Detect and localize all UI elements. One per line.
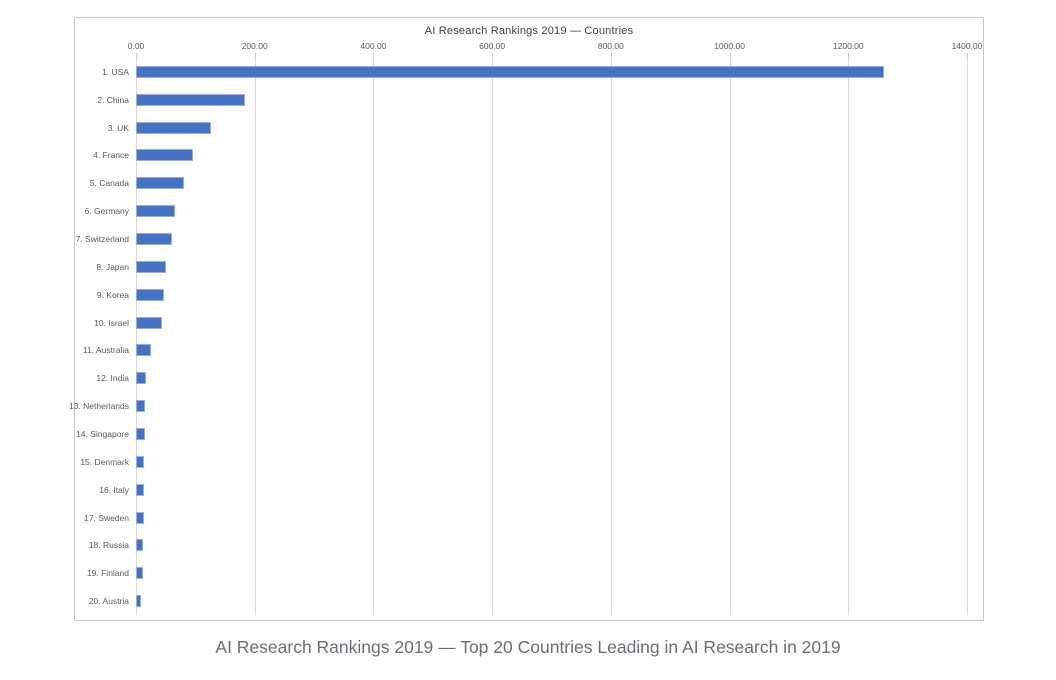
bar [136, 567, 143, 580]
bar-row: 1. USA [102, 58, 967, 86]
bar [136, 595, 142, 608]
gridline [373, 58, 375, 615]
category-label: 3. UK [107, 122, 129, 133]
category-label: 2. China [97, 94, 129, 105]
tick-mark [373, 53, 375, 58]
gridline [610, 58, 612, 615]
bar [136, 539, 144, 552]
bar-row: 9. Korea [97, 281, 967, 309]
bar-row: 12. India [96, 364, 967, 392]
bar [136, 149, 193, 162]
bar [136, 93, 246, 106]
x-tick-label: 1000.00 [714, 41, 745, 51]
bar-row: 6. Germany [85, 197, 967, 225]
bar-row: 14. Singapore [76, 420, 967, 448]
gridline [492, 58, 494, 615]
tick-mark [729, 53, 731, 58]
category-label: 19. Finland [86, 568, 129, 579]
bar-chart: AI Research Rankings 2019 — Countries 0.… [69, 17, 984, 621]
bar [136, 233, 172, 246]
category-label: 17. Sweden [84, 512, 129, 523]
category-label: 15. Denmark [80, 456, 129, 467]
x-axis-tick-marks [136, 53, 968, 58]
category-label: 13. Netherlands [68, 401, 129, 412]
tick-mark [254, 53, 256, 58]
x-tick-label: 200.00 [241, 41, 268, 51]
gridline [254, 58, 256, 615]
gridline [848, 58, 850, 615]
x-axis-tick-labels: 0.00 200.00 400.00 600.00 800.00 1000.00 1200.… [128, 41, 983, 52]
category-label: 11. Australia [82, 345, 129, 356]
tick-mark [848, 53, 850, 58]
category-label: 12. India [96, 373, 129, 384]
bar [136, 260, 167, 273]
bar-row: 15. Denmark [80, 448, 967, 476]
category-label: 1. USA [102, 66, 129, 77]
x-tick-label: 800.00 [597, 41, 624, 51]
bar [136, 400, 146, 413]
bar-row: 19. Finland [87, 559, 967, 587]
bar [136, 288, 165, 301]
bar-row: 4. France [93, 142, 967, 170]
category-label: 8. Japan [96, 261, 129, 272]
category-label: 16. Italy [99, 484, 129, 495]
category-label: 6. Germany [84, 206, 129, 217]
bar [136, 205, 175, 218]
bar-row: 20. Austria [89, 587, 967, 615]
tick-mark [967, 53, 968, 58]
bar [136, 65, 884, 78]
gridline [967, 58, 968, 615]
category-label: 5. Canada [89, 178, 129, 189]
bar [136, 427, 145, 440]
bar-row: 17. Sweden [84, 504, 967, 532]
x-tick-label: 1400.00 [951, 41, 983, 51]
x-tick-label: 400.00 [360, 41, 387, 51]
tick-mark [492, 53, 494, 58]
bar [136, 177, 185, 190]
bar-row: 3. UK [108, 114, 967, 142]
category-label: 10. Israel [94, 317, 129, 328]
bar-row: 18. Russia [89, 531, 967, 559]
bar-row: 13. Netherlands [69, 392, 967, 420]
bar-row: 8. Japan [96, 253, 967, 281]
bar-row: 11. Australia [83, 337, 967, 365]
bar-row: 7. Switzerland [76, 225, 967, 253]
bar [136, 483, 145, 496]
bar-row: 2. China [97, 86, 967, 114]
plot-area: 1. USA 2. China 3. UK 4. France 5. Canada 6. … [69, 58, 968, 615]
bar [136, 316, 163, 329]
gridline [136, 58, 137, 615]
bar [136, 344, 152, 357]
category-label: 14. Singapore [76, 428, 129, 439]
x-tick-label: 1200.00 [832, 41, 864, 51]
figure-caption: AI Research Rankings 2019 — Top 20 Count… [215, 637, 841, 657]
bar-row: 10. Israel [94, 309, 967, 337]
tick-mark [136, 53, 137, 58]
bar-row: 5. Canada [90, 169, 967, 197]
category-label: 18. Russia [88, 540, 129, 551]
chart-title: AI Research Rankings 2019 — Countries [424, 25, 634, 37]
category-label: 4. France [93, 150, 129, 161]
bar [136, 121, 211, 134]
category-label: 9. Korea [96, 289, 129, 300]
bar [136, 511, 144, 524]
x-tick-label: 0.00 [127, 41, 145, 51]
gridline [729, 58, 731, 615]
x-tick-label: 600.00 [479, 41, 506, 51]
bar-row: 16. Italy [99, 476, 967, 504]
bar [136, 455, 145, 468]
category-label: 20. Austria [88, 596, 129, 607]
tick-mark [610, 53, 612, 58]
bar [136, 372, 147, 385]
category-label: 7. Switzerland [75, 234, 129, 245]
